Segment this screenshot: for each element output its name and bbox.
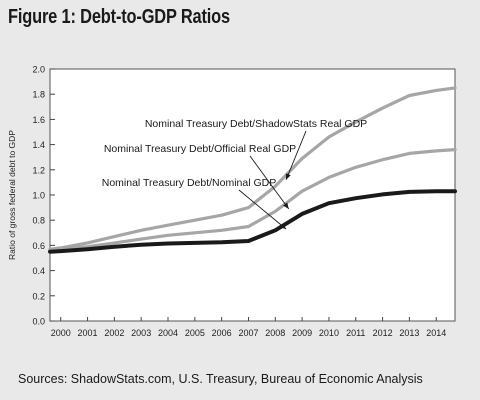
series-line-2	[48, 189, 457, 254]
y-tick-label: 0.2	[32, 291, 45, 301]
x-tick-label: 2000	[51, 328, 71, 338]
x-tick-label: 2010	[319, 328, 339, 338]
annotation-arrowhead-1	[283, 202, 289, 209]
y-tick-label: 0.0	[32, 317, 45, 327]
annotation-arrow-0	[285, 130, 307, 181]
y-tick-label: 1.4	[32, 140, 45, 150]
x-tick-label: 2002	[104, 328, 124, 338]
annotation-arrowhead-2	[279, 223, 286, 229]
y-tick-label: 1.0	[32, 191, 45, 201]
series-line-1	[48, 148, 457, 252]
y-tick-label: 2.0	[32, 65, 45, 75]
y-tick-label: 0.4	[32, 266, 45, 276]
x-tick-label: 2001	[78, 328, 98, 338]
series-label-1: Nominal Treasury Debt/Official Real GDP	[104, 143, 296, 155]
x-tick-label: 2011	[346, 328, 365, 338]
annotation-arrow-1	[249, 155, 290, 210]
annotation-arrow-2	[238, 189, 287, 230]
series-label-0: Nominal Treasury Debt/ShadowStats Real G…	[145, 118, 367, 130]
series-line-0	[48, 86, 457, 251]
y-tick-label: 0.6	[32, 241, 45, 251]
y-axis-label: Ratio of gross federal debt to GDP	[7, 130, 17, 260]
y-tick-label: 1.2	[32, 165, 45, 175]
series-label-2: Nominal Treasury Debt/Nominal GDP	[102, 177, 276, 189]
x-tick-label: 2014	[426, 328, 446, 338]
x-tick-label: 2008	[265, 328, 285, 338]
y-tick-label: 1.8	[32, 90, 45, 100]
x-tick-label: 2003	[131, 328, 151, 338]
x-tick-label: 2012	[373, 328, 393, 338]
y-tick-label: 1.6	[32, 115, 45, 125]
sources-note: Sources: ShadowStats.com, U.S. Treasury,…	[18, 372, 423, 386]
x-tick-label: 2006	[212, 328, 232, 338]
x-tick-label: 2009	[292, 328, 312, 338]
y-tick-label: 0.8	[32, 216, 45, 226]
x-tick-label: 2004	[158, 328, 178, 338]
figure-title: Figure 1: Debt-to-GDP Ratios	[8, 6, 230, 28]
x-tick-label: 2013	[399, 328, 419, 338]
annotation-arrowhead-0	[285, 173, 291, 180]
x-tick-label: 2007	[238, 328, 258, 338]
x-tick-label: 2005	[185, 328, 205, 338]
